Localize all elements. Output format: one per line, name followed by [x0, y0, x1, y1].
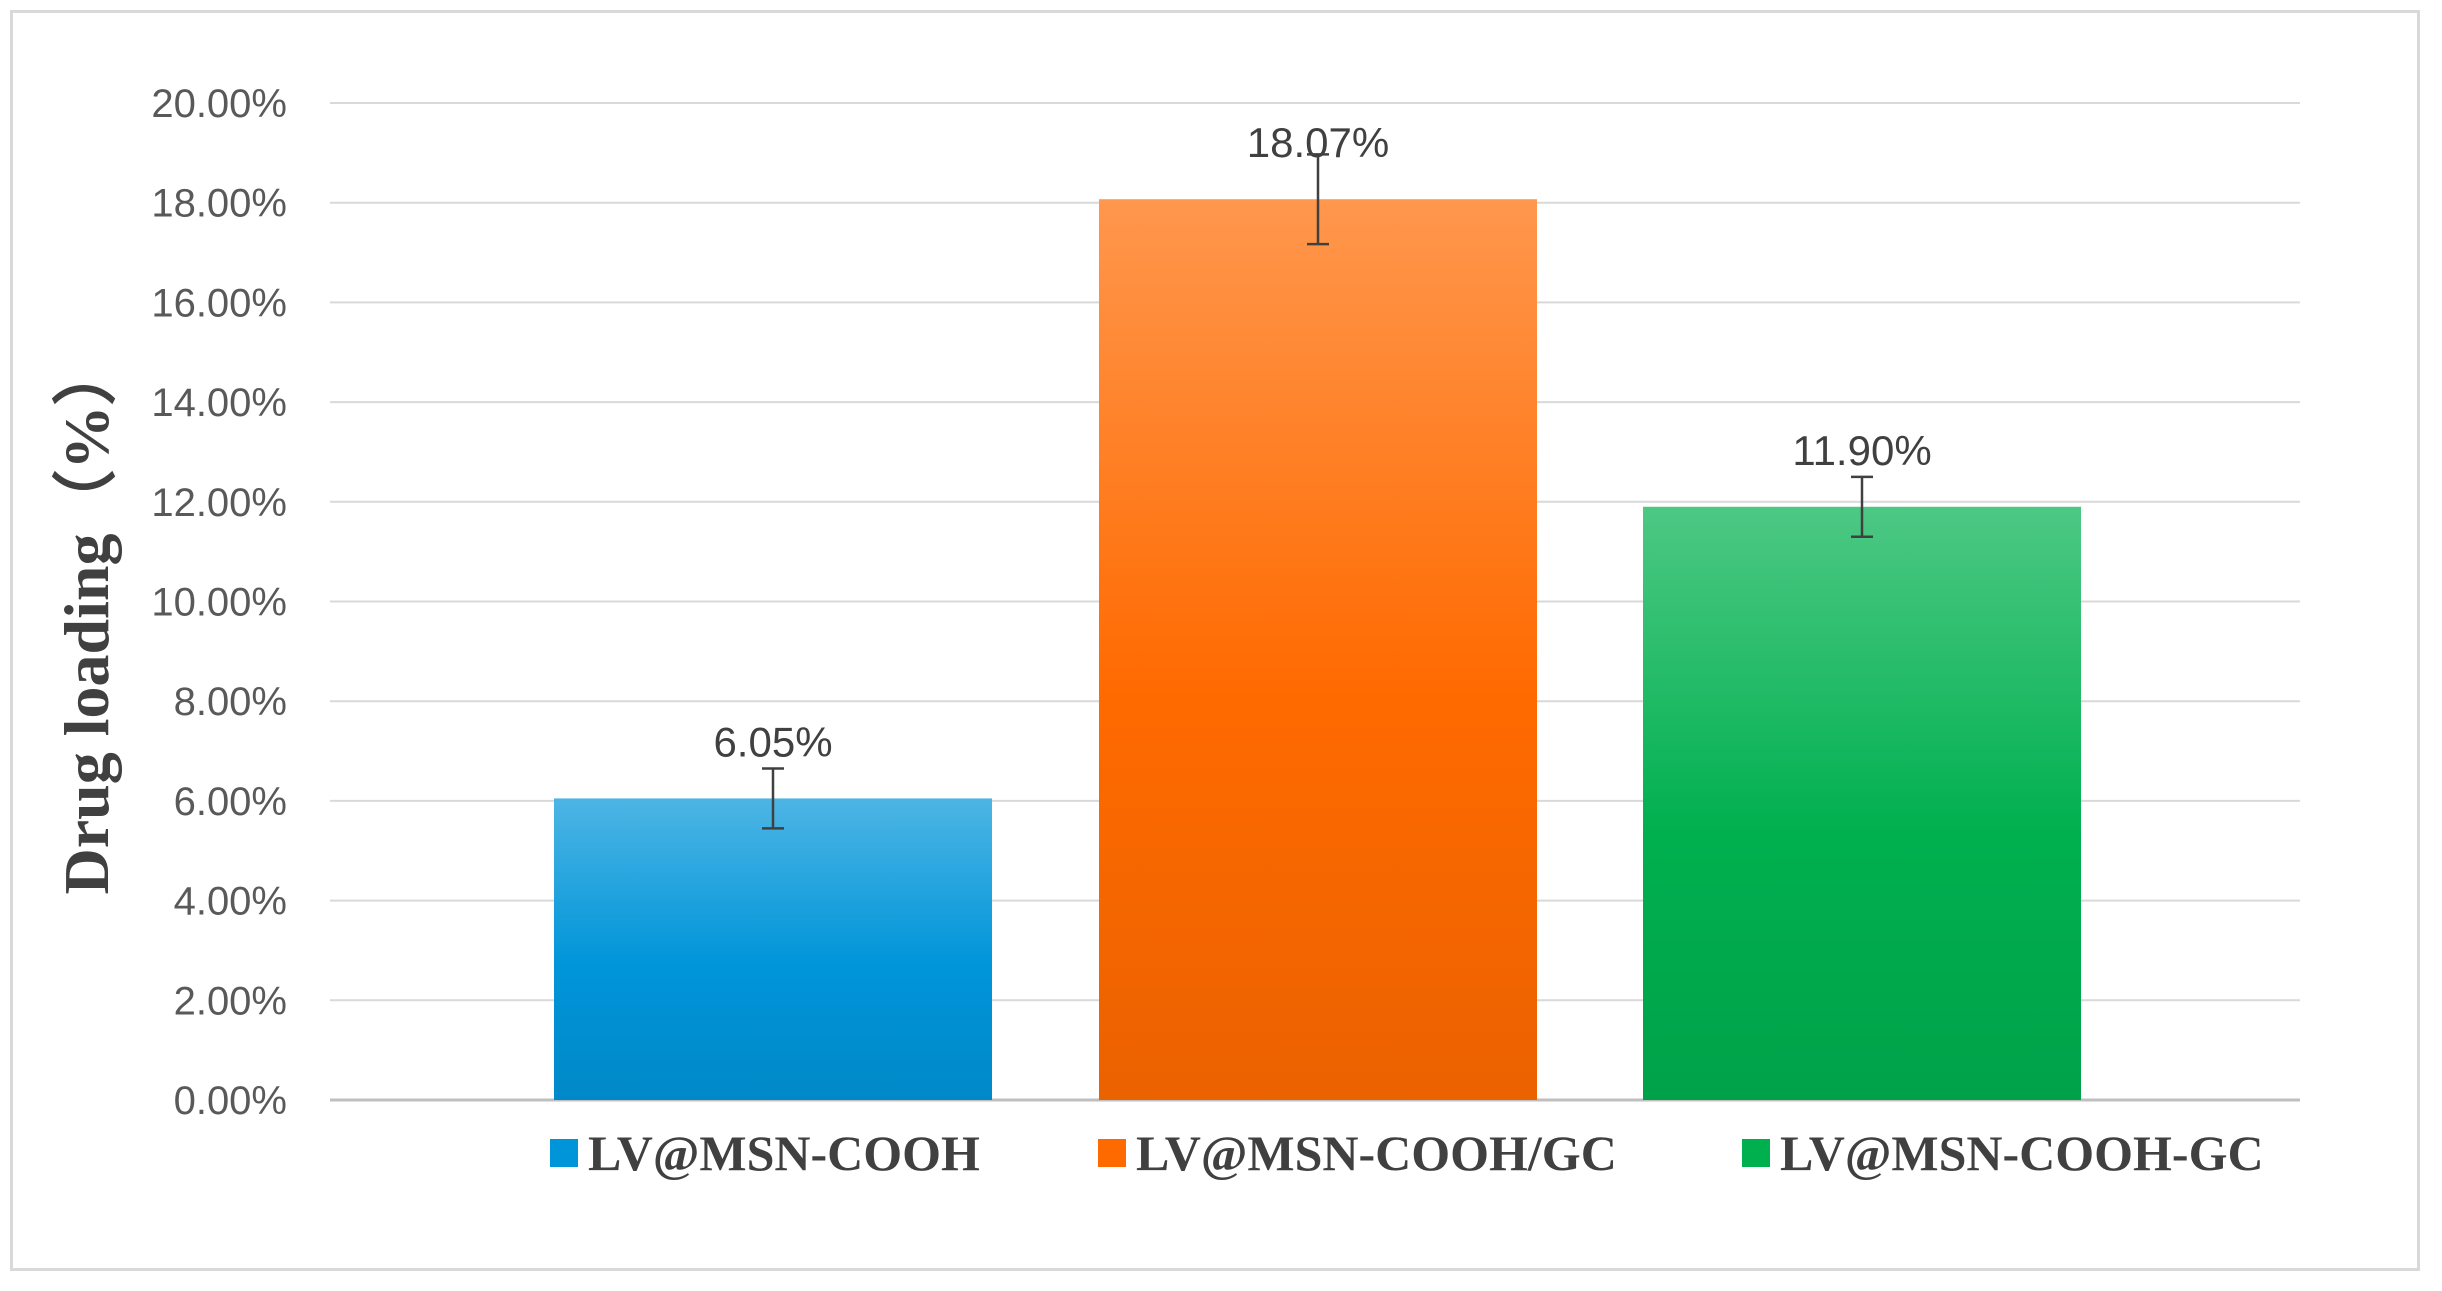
y-tick-label: 20.00%: [151, 82, 287, 126]
y-tick-label: 10.00%: [151, 581, 287, 625]
legend-label: LV@MSN-COOH/GC: [1136, 1125, 1617, 1181]
legend-swatch: [550, 1139, 578, 1167]
y-tick-label: 14.00%: [151, 381, 287, 425]
y-tick-label: 12.00%: [151, 481, 287, 525]
y-tick-label: 16.00%: [151, 281, 287, 325]
y-axis-title: Drug loading（%）: [51, 342, 122, 895]
error-bars: [762, 153, 1873, 830]
bars: [554, 199, 2081, 1100]
data-labels: 6.05% 18.07% 11.90%: [713, 119, 1931, 765]
y-tick-label: 2.00%: [174, 979, 287, 1023]
y-tick-label: 4.00%: [174, 880, 287, 924]
y-tick-label: 6.00%: [174, 780, 287, 824]
bar: [1643, 506, 2081, 1100]
y-tick-label: 0.00%: [174, 1079, 287, 1123]
data-label: 18.07%: [1247, 119, 1389, 166]
bar: [1099, 199, 1537, 1100]
legend-swatch: [1098, 1139, 1126, 1167]
legend-label: LV@MSN-COOH: [588, 1125, 980, 1181]
data-label: 11.90%: [1792, 427, 1931, 474]
legend: LV@MSN-COOH LV@MSN-COOH/GC LV@MSN-COOH-GC: [550, 1125, 2264, 1181]
y-tick-label: 8.00%: [174, 680, 287, 724]
data-label: 6.05%: [713, 718, 832, 765]
legend-swatch: [1742, 1139, 1770, 1167]
legend-label: LV@MSN-COOH-GC: [1780, 1125, 2264, 1181]
y-axis-ticks: 0.00% 2.00% 4.00% 6.00% 8.00% 10.00% 12.00% 14.…: [151, 82, 287, 1123]
y-tick-label: 18.00%: [151, 182, 287, 226]
bar: [554, 798, 992, 1100]
